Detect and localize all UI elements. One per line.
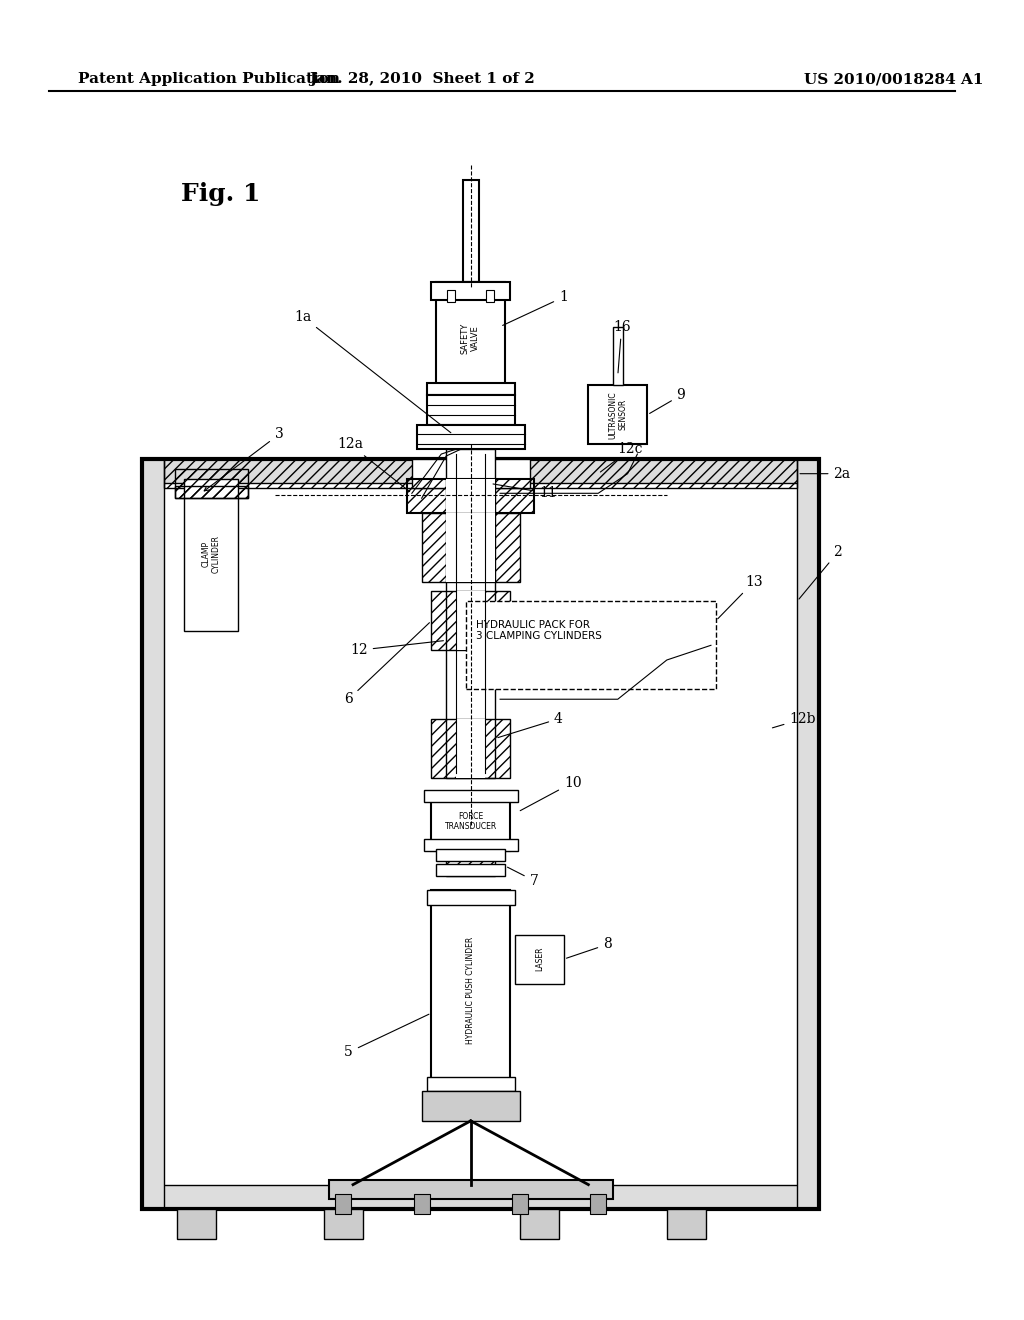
Text: 10: 10 [520,776,582,810]
Text: 9: 9 [649,388,685,413]
Bar [142,459,819,483]
Bar [412,459,529,488]
Bar [512,1195,527,1214]
Text: Patent Application Publication: Patent Application Publication [79,73,340,87]
Text: Fig. 1: Fig. 1 [181,182,261,206]
Text: 2a: 2a [800,467,851,480]
Bar [436,865,505,875]
Bar [515,935,564,983]
Bar [427,384,515,395]
Text: 12: 12 [350,640,443,657]
Text: 1a: 1a [294,310,451,433]
Bar [417,425,524,449]
Bar [424,840,518,851]
Bar [520,1209,559,1238]
Bar [427,1077,515,1092]
Bar [329,1180,613,1200]
Text: LASER: LASER [535,946,544,972]
Text: 7: 7 [508,867,539,887]
Bar [174,469,248,498]
Bar [164,459,798,488]
Text: 5: 5 [344,1014,429,1059]
Bar [590,1195,606,1214]
Text: 11: 11 [493,484,557,500]
Bar [431,891,510,1092]
Bar [422,513,520,582]
Bar [589,385,647,445]
Bar [424,791,518,803]
Text: 16: 16 [613,319,631,372]
Text: 6: 6 [344,623,429,706]
Bar [466,601,716,689]
Text: HYDRAULIC PACK FOR
3 CLAMPING CYLINDERS: HYDRAULIC PACK FOR 3 CLAMPING CYLINDERS [475,620,601,642]
Bar [407,479,535,513]
Bar [142,1184,819,1209]
Text: 13: 13 [718,574,763,619]
Text: SAFETY
VALVE: SAFETY VALVE [461,322,480,354]
Text: FORCE
TRANSDUCER: FORCE TRANSDUCER [444,812,497,832]
Text: 8: 8 [566,937,611,958]
Bar [431,282,510,300]
Bar [613,326,623,385]
Bar [446,449,496,777]
Bar [446,851,496,875]
Text: 1: 1 [503,290,568,326]
Bar [447,290,455,302]
Text: 2: 2 [799,545,843,599]
Bar [422,1092,520,1121]
Text: HYDRAULIC PUSH CYLINDER: HYDRAULIC PUSH CYLINDER [466,937,475,1044]
Bar [446,479,496,513]
Bar [431,792,510,851]
Bar [463,180,478,282]
Text: 12c: 12c [600,442,643,473]
Bar [436,849,505,861]
Bar [667,1209,706,1238]
Bar [174,487,248,498]
Bar [431,719,510,777]
Text: ULTRASONIC
SENSOR: ULTRASONIC SENSOR [608,391,628,438]
Bar [184,479,239,631]
Bar [486,290,495,302]
Bar [436,282,505,395]
Bar [336,1195,351,1214]
Text: 3: 3 [204,428,284,491]
Bar [176,1209,216,1238]
Bar [456,719,485,777]
Text: CLAMP
CYLINDER: CLAMP CYLINDER [201,535,220,573]
Bar [414,1195,429,1214]
Text: Jan. 28, 2010  Sheet 1 of 2: Jan. 28, 2010 Sheet 1 of 2 [309,73,535,87]
Bar [456,591,485,651]
Bar [798,459,819,1209]
Bar [142,459,164,1209]
Bar [431,591,510,651]
Text: 4: 4 [498,711,563,738]
Text: 12b: 12b [772,711,816,727]
Bar [427,395,515,425]
Bar [427,891,515,906]
Text: US 2010/0018284 A1: US 2010/0018284 A1 [804,73,984,87]
Bar [324,1209,362,1238]
Bar [142,459,819,1209]
Bar [446,513,496,582]
Text: 12a: 12a [337,437,410,491]
